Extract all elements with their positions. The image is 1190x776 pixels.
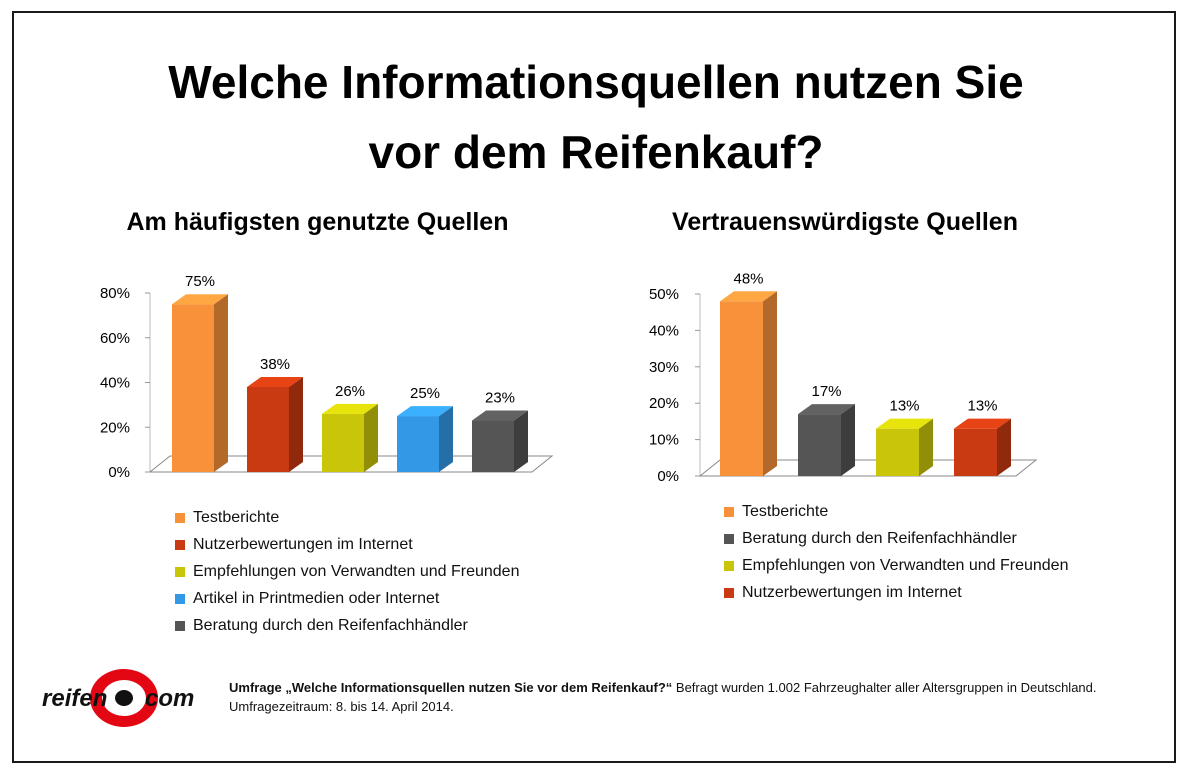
- chart1-legend-item: Empfehlungen von Verwandten und Freunden: [175, 558, 519, 585]
- chart1-title: Am häufigsten genutzte Quellen: [126, 208, 509, 236]
- chart1-legend-swatch: [175, 566, 185, 577]
- chart1-legend-item: Testberichte: [175, 504, 519, 531]
- chart1-legend-label: Artikel in Printmedien oder Internet: [193, 589, 440, 607]
- chart2-legend-item: Testberichte: [724, 498, 1068, 525]
- chart1-legend-swatch: [175, 539, 185, 550]
- chart2-legend-label: Testberichte: [742, 502, 829, 520]
- chart1-legend-item: Nutzerbewertungen im Internet: [175, 531, 519, 558]
- chart2-legend-swatch: [724, 533, 734, 544]
- chart1-legend-swatch: [175, 512, 185, 523]
- chart1-legend-swatch: [175, 620, 185, 631]
- chart2-legend-label: Beratung durch den Reifenfachhändler: [742, 529, 1017, 547]
- reifen-com-logo: reifen com: [42, 669, 194, 727]
- chart2-legend-label: Empfehlungen von Verwandten und Freunden: [742, 556, 1069, 574]
- logo-text-left: reifen: [42, 685, 107, 712]
- footer-note-text: Befragt wurden 1.002 Fahrzeughalter alle…: [229, 680, 1097, 714]
- chart2-legend: Testberichte Beratung durch den Reifenfac…: [724, 498, 1068, 606]
- chart2-legend-item: Empfehlungen von Verwandten und Freunden: [724, 552, 1068, 579]
- logo-center-dot: [115, 690, 133, 706]
- chart2-legend-swatch: [724, 560, 734, 571]
- chart1-legend: Testberichte Nutzerbewertungen im Interne…: [175, 504, 519, 639]
- footer-note: Umfrage „Welche Informationsquellen nutz…: [229, 678, 1109, 716]
- chart2-legend-label: Nutzerbewertungen im Internet: [742, 583, 962, 601]
- chart1-legend-label: Testberichte: [193, 508, 280, 526]
- chart1-legend-item: Beratung durch den Reifenfachhändler: [175, 612, 519, 639]
- chart1-legend-label: Beratung durch den Reifenfachhändler: [193, 616, 468, 634]
- footer-note-bold: Umfrage „Welche Informationsquellen nutz…: [229, 680, 673, 695]
- main-title-line2: vor dem Reifenkauf?: [368, 126, 824, 178]
- chart2-legend-item: Nutzerbewertungen im Internet: [724, 579, 1068, 606]
- chart1-legend-label: Empfehlungen von Verwandten und Freunden: [193, 562, 520, 580]
- chart2-legend-swatch: [724, 506, 734, 517]
- chart2-legend-swatch: [724, 587, 734, 598]
- logo-text-right: com: [145, 685, 194, 712]
- chart2-title: Vertrauenswürdigste Quellen: [672, 208, 1018, 236]
- chart1-legend-swatch: [175, 593, 185, 604]
- chart2-legend-item: Beratung durch den Reifenfachhändler: [724, 525, 1068, 552]
- chart1-legend-label: Nutzerbewertungen im Internet: [193, 535, 413, 553]
- main-title-line1: Welche Informationsquellen nutzen Sie: [168, 56, 1024, 108]
- chart1-legend-item: Artikel in Printmedien oder Internet: [175, 585, 519, 612]
- infographic-frame: Welche Informationsquellen nutzen Sie vo…: [12, 11, 1176, 763]
